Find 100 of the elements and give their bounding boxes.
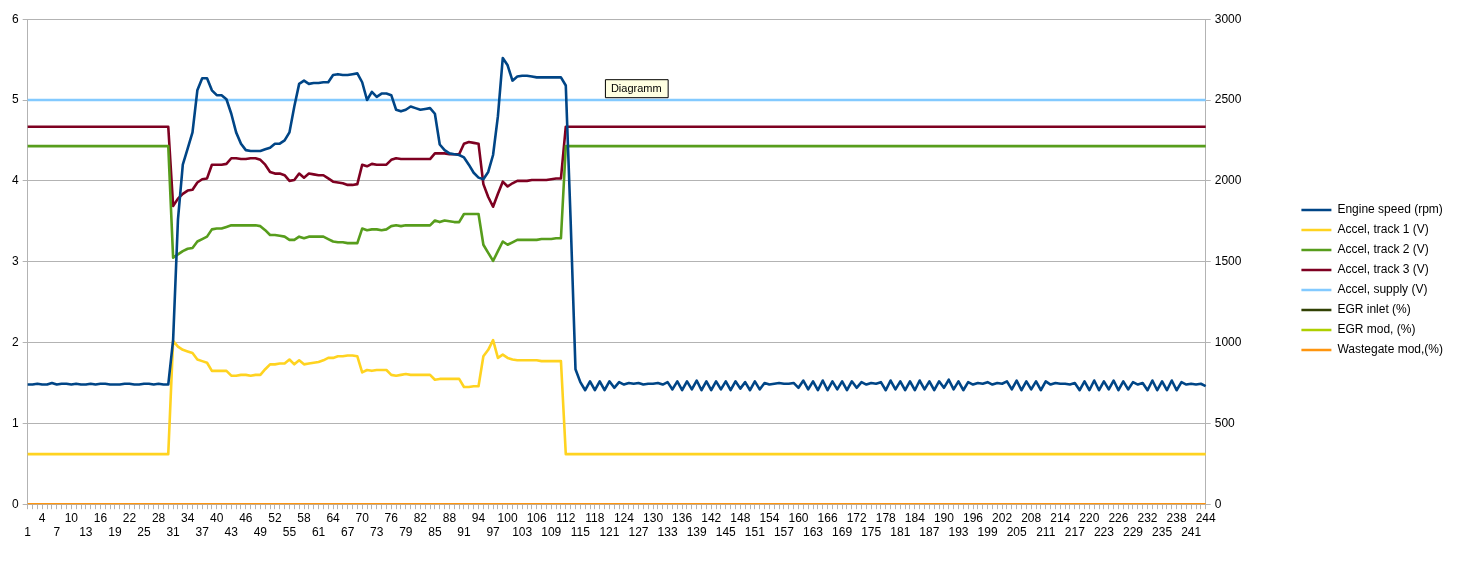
y-tick-label: 2 xyxy=(11,334,19,349)
x-tick-label: 34 xyxy=(180,510,195,525)
x-tick-label: 7 xyxy=(53,525,61,540)
x-tick-label: 13 xyxy=(79,525,93,540)
x-tick-label: 154 xyxy=(759,510,780,525)
x-tick-label: 217 xyxy=(1064,525,1086,540)
x-tick-label: 58 xyxy=(297,510,311,525)
legend-label: EGR inlet (%) xyxy=(1337,302,1411,317)
x-tick-label: 145 xyxy=(715,525,737,540)
x-tick-label: 193 xyxy=(948,525,969,540)
x-tick-label: 106 xyxy=(526,510,548,525)
x-tick-label: 10 xyxy=(64,510,79,525)
x-tick-label: 79 xyxy=(399,525,413,540)
y2-tick-label: 3000 xyxy=(1214,11,1242,26)
x-tick-label: 214 xyxy=(1050,510,1071,525)
x-tick-label: 157 xyxy=(773,525,795,540)
y2-tick-label: 2500 xyxy=(1214,92,1242,107)
x-tick-label: 46 xyxy=(239,510,253,525)
y2-tick-label: 1000 xyxy=(1214,334,1242,349)
x-tick-label: 187 xyxy=(919,525,940,540)
x-tick-label: 55 xyxy=(282,525,297,540)
x-tick-label: 142 xyxy=(701,510,722,525)
x-tick-label: 229 xyxy=(1122,525,1144,540)
x-tick-label: 52 xyxy=(268,510,282,525)
y-tick-label: 1 xyxy=(11,415,19,430)
x-tick-label: 178 xyxy=(875,510,897,525)
x-tick-label: 130 xyxy=(643,510,664,525)
x-tick-label: 148 xyxy=(730,510,751,525)
y2-tick-label: 1500 xyxy=(1214,254,1242,269)
x-tick-label: 223 xyxy=(1093,525,1115,540)
x-tick-label: 76 xyxy=(384,510,399,525)
x-tick-label: 136 xyxy=(672,510,693,525)
legend-label: Accel, track 3 (V) xyxy=(1337,262,1429,277)
x-tick-label: 73 xyxy=(370,525,384,540)
x-tick-label: 109 xyxy=(541,525,562,540)
x-tick-label: 241 xyxy=(1181,525,1202,540)
x-tick-label: 28 xyxy=(151,510,166,525)
x-tick-label: 91 xyxy=(457,525,471,540)
x-tick-label: 127 xyxy=(628,525,649,540)
x-tick-label: 124 xyxy=(613,510,635,525)
x-tick-label: 43 xyxy=(224,525,239,540)
x-tick-label: 208 xyxy=(1021,510,1042,525)
x-tick-label: 163 xyxy=(803,525,824,540)
x-tick-label: 169 xyxy=(832,525,853,540)
legend-label: Accel, track 1 (V) xyxy=(1337,222,1429,237)
x-tick-label: 22 xyxy=(122,510,137,525)
x-tick-label: 115 xyxy=(570,525,591,540)
x-tick-label: 121 xyxy=(599,525,620,540)
x-tick-label: 49 xyxy=(253,525,268,540)
y-tick-label: 3 xyxy=(11,254,19,269)
x-tick-label: 25 xyxy=(137,525,152,540)
x-tick-label: 112 xyxy=(556,510,576,525)
x-tick-label: 199 xyxy=(977,525,998,540)
x-tick-label: 118 xyxy=(585,510,605,525)
y-tick-label: 6 xyxy=(11,11,19,26)
x-tick-label: 226 xyxy=(1108,510,1129,525)
x-tick-label: 235 xyxy=(1152,525,1173,540)
x-tick-label: 67 xyxy=(340,525,355,540)
x-tick-label: 139 xyxy=(686,525,708,540)
x-tick-label: 97 xyxy=(486,525,501,540)
x-tick-label: 37 xyxy=(195,525,210,540)
x-tick-label: 160 xyxy=(788,510,809,525)
x-tick-label: 31 xyxy=(166,525,181,540)
x-tick-label: 19 xyxy=(108,525,122,540)
x-tick-label: 181 xyxy=(890,525,911,540)
x-tick-label: 61 xyxy=(311,525,326,540)
y2-tick-label: 2000 xyxy=(1214,173,1242,188)
x-tick-label: 40 xyxy=(210,510,224,525)
x-tick-label: 244 xyxy=(1195,510,1217,525)
x-tick-label: 202 xyxy=(992,510,1013,525)
x-tick-label: 238 xyxy=(1166,510,1187,525)
x-tick-label: 220 xyxy=(1079,510,1100,525)
legend-label: EGR mod, (%) xyxy=(1337,322,1416,337)
x-tick-label: 166 xyxy=(817,510,838,525)
legend-label: Accel, track 2 (V) xyxy=(1337,242,1429,257)
x-tick-label: 100 xyxy=(497,510,518,525)
x-tick-label: 190 xyxy=(933,510,955,525)
x-tick-label: 184 xyxy=(904,510,926,525)
x-tick-label: 211 xyxy=(1036,525,1056,540)
annotation: Diagramm xyxy=(610,81,662,94)
x-tick-label: 205 xyxy=(1006,525,1027,540)
x-tick-label: 175 xyxy=(861,525,882,540)
x-tick-label: 64 xyxy=(326,510,341,525)
y2-tick-label: 0 xyxy=(1214,496,1222,511)
x-tick-label: 16 xyxy=(93,510,108,525)
x-tick-label: 94 xyxy=(471,510,486,525)
legend-label: Engine speed (rpm) xyxy=(1337,202,1443,217)
x-tick-label: 82 xyxy=(413,510,428,525)
x-tick-label: 4 xyxy=(38,510,46,525)
y2-tick-label: 500 xyxy=(1214,415,1236,430)
x-tick-label: 196 xyxy=(963,510,984,525)
x-tick-label: 103 xyxy=(512,525,533,540)
x-tick-label: 88 xyxy=(442,510,457,525)
x-tick-label: 151 xyxy=(744,525,766,540)
y-tick-label: 4 xyxy=(11,173,19,188)
x-tick-label: 1 xyxy=(24,525,32,540)
x-tick-label: 232 xyxy=(1137,510,1158,525)
legend-label: Accel, supply (V) xyxy=(1337,282,1428,297)
y-tick-label: 5 xyxy=(11,92,19,107)
x-tick-label: 70 xyxy=(355,510,370,525)
